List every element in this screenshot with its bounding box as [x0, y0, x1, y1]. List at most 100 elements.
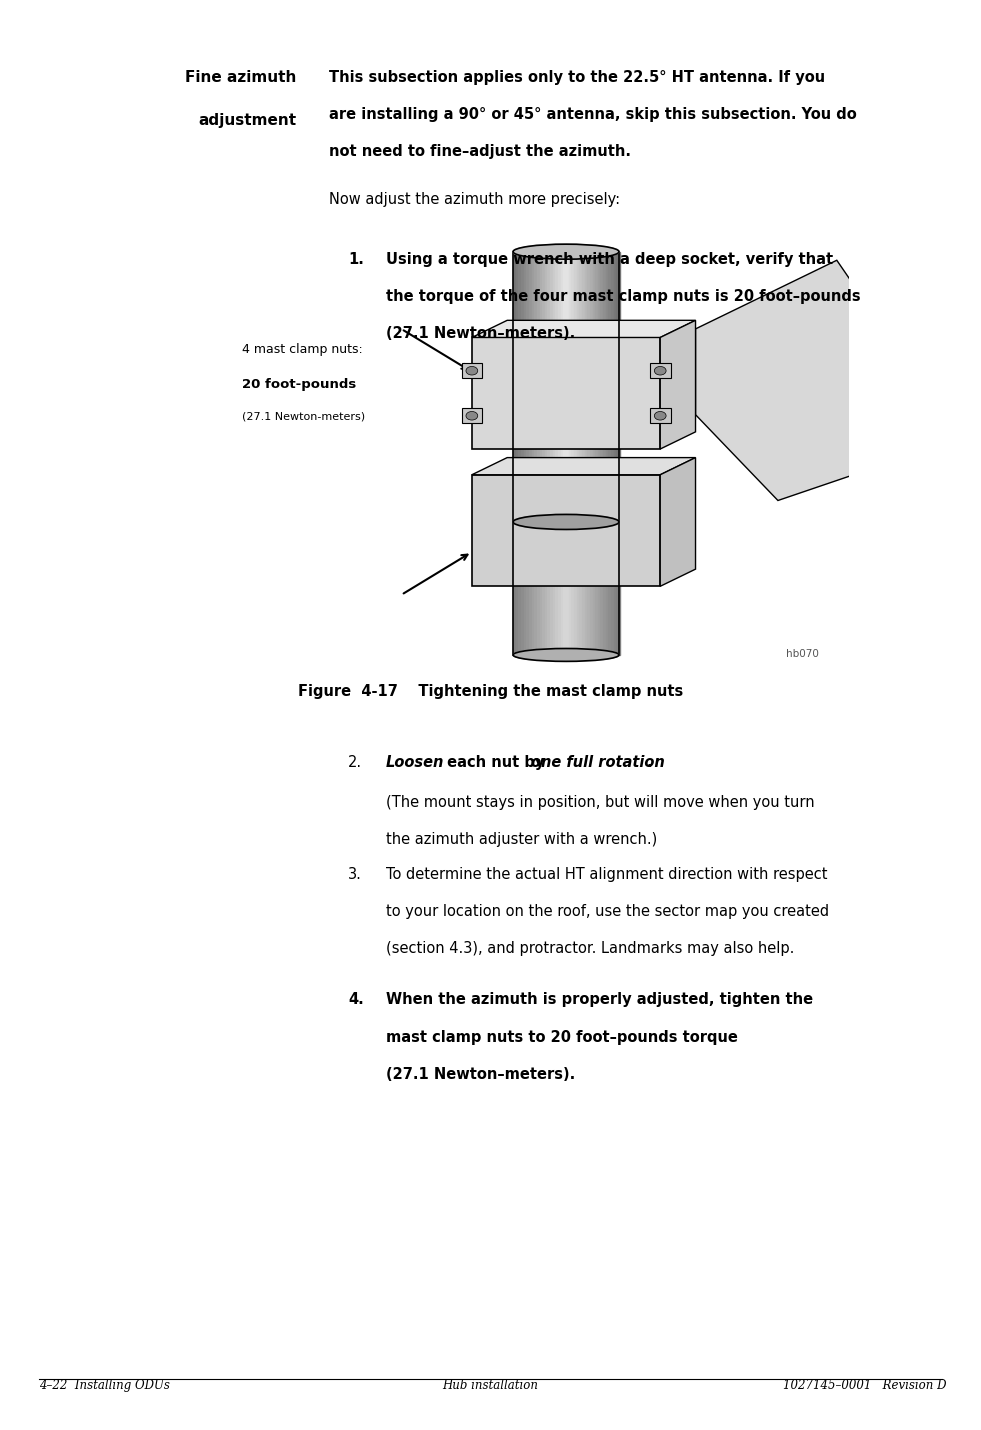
Bar [542, 522, 545, 655]
Circle shape [654, 366, 666, 375]
Ellipse shape [513, 649, 619, 661]
Text: to your location on the roof, use the sector map you created: to your location on the roof, use the se… [386, 904, 829, 918]
Bar [555, 522, 559, 655]
Bar [614, 252, 617, 522]
Text: 4–22  Installing ODUs: 4–22 Installing ODUs [39, 1379, 170, 1393]
Text: 1.: 1. [348, 252, 364, 266]
Bar [547, 252, 550, 522]
Bar [558, 522, 561, 655]
Text: .: . [646, 755, 652, 769]
Bar [597, 252, 601, 522]
Text: Using a torque wrench with a deep socket, verify that: Using a torque wrench with a deep socket… [386, 252, 833, 266]
Bar [566, 252, 569, 522]
Bar [513, 522, 516, 655]
Bar [529, 522, 533, 655]
Bar [561, 522, 564, 655]
Bar [513, 252, 516, 522]
Text: Loosen: Loosen [386, 755, 444, 769]
Bar [521, 252, 524, 522]
Text: When the azimuth is properly adjusted, tighten the: When the azimuth is properly adjusted, t… [386, 992, 812, 1007]
Text: mast clamp nuts to 20 foot–pounds torque: mast clamp nuts to 20 foot–pounds torque [386, 1030, 738, 1044]
Text: each nut by: each nut by [442, 755, 550, 769]
Text: 2.: 2. [348, 755, 362, 769]
Circle shape [466, 366, 478, 375]
Text: adjustment: adjustment [198, 113, 296, 127]
Bar [611, 252, 614, 522]
Bar [593, 522, 595, 655]
Bar [577, 522, 580, 655]
Bar [555, 252, 559, 522]
Text: (The mount stays in position, but will move when you turn: (The mount stays in position, but will m… [386, 795, 814, 809]
Bar [535, 522, 538, 655]
Bar [608, 252, 612, 522]
Bar [582, 522, 586, 655]
Bar [561, 252, 564, 522]
Circle shape [466, 412, 478, 420]
Bar [544, 252, 548, 522]
Bar [582, 252, 586, 522]
Bar [569, 522, 572, 655]
Bar [558, 252, 561, 522]
Bar [588, 252, 591, 522]
Text: 1027145–0001   Revision D: 1027145–0001 Revision D [783, 1379, 947, 1393]
Bar [603, 522, 606, 655]
Text: 4.: 4. [348, 992, 364, 1007]
Bar [614, 522, 617, 655]
Bar [462, 409, 483, 423]
Text: Fine azimuth: Fine azimuth [184, 70, 296, 84]
Text: 4 mast clamp nuts:: 4 mast clamp nuts: [242, 343, 363, 356]
Bar [535, 252, 538, 522]
Bar [571, 522, 575, 655]
Text: This subsection applies only to the 22.5° HT antenna. If you: This subsection applies only to the 22.5… [329, 70, 825, 84]
Bar [537, 252, 541, 522]
Text: the azimuth adjuster with a wrench.): the azimuth adjuster with a wrench.) [386, 832, 657, 847]
Bar [526, 252, 530, 522]
Polygon shape [472, 320, 696, 337]
Bar [542, 252, 545, 522]
Bar [616, 522, 620, 655]
Polygon shape [472, 458, 696, 475]
Bar [649, 363, 671, 378]
Bar [580, 522, 583, 655]
Bar [616, 252, 620, 522]
Bar [585, 522, 588, 655]
Bar [574, 522, 577, 655]
Bar [595, 522, 598, 655]
Bar [524, 252, 527, 522]
Bar [518, 252, 522, 522]
Bar [532, 252, 535, 522]
Bar [524, 522, 527, 655]
Text: the torque of the four mast clamp nuts is 20 foot–pounds: the torque of the four mast clamp nuts i… [386, 289, 860, 303]
Bar [540, 522, 542, 655]
Polygon shape [696, 260, 866, 500]
Bar [585, 252, 588, 522]
Bar [540, 252, 542, 522]
Bar [472, 337, 660, 449]
Bar [600, 522, 603, 655]
Text: (27.1 Newton-meters): (27.1 Newton-meters) [242, 412, 366, 422]
Bar [563, 522, 567, 655]
Bar [608, 522, 612, 655]
Bar [547, 522, 550, 655]
Bar [580, 252, 583, 522]
Text: are installing a 90° or 45° antenna, skip this subsection. You do: are installing a 90° or 45° antenna, ski… [329, 107, 856, 122]
Bar [600, 252, 603, 522]
Bar [611, 522, 614, 655]
Bar [550, 522, 553, 655]
Text: hb070: hb070 [786, 649, 819, 659]
Bar [569, 252, 572, 522]
Bar [590, 522, 594, 655]
Text: Hub installation: Hub installation [442, 1379, 539, 1393]
Circle shape [654, 412, 666, 420]
Bar [550, 252, 553, 522]
Bar [605, 522, 609, 655]
Bar [553, 522, 556, 655]
Text: (27.1 Newton–meters).: (27.1 Newton–meters). [386, 1067, 575, 1081]
Polygon shape [660, 458, 696, 586]
Text: (27.1 Newton–meters).: (27.1 Newton–meters). [386, 326, 575, 340]
Bar [472, 475, 660, 586]
Text: 3.: 3. [348, 867, 362, 881]
Bar [529, 252, 533, 522]
Bar [521, 522, 524, 655]
Ellipse shape [513, 245, 619, 259]
